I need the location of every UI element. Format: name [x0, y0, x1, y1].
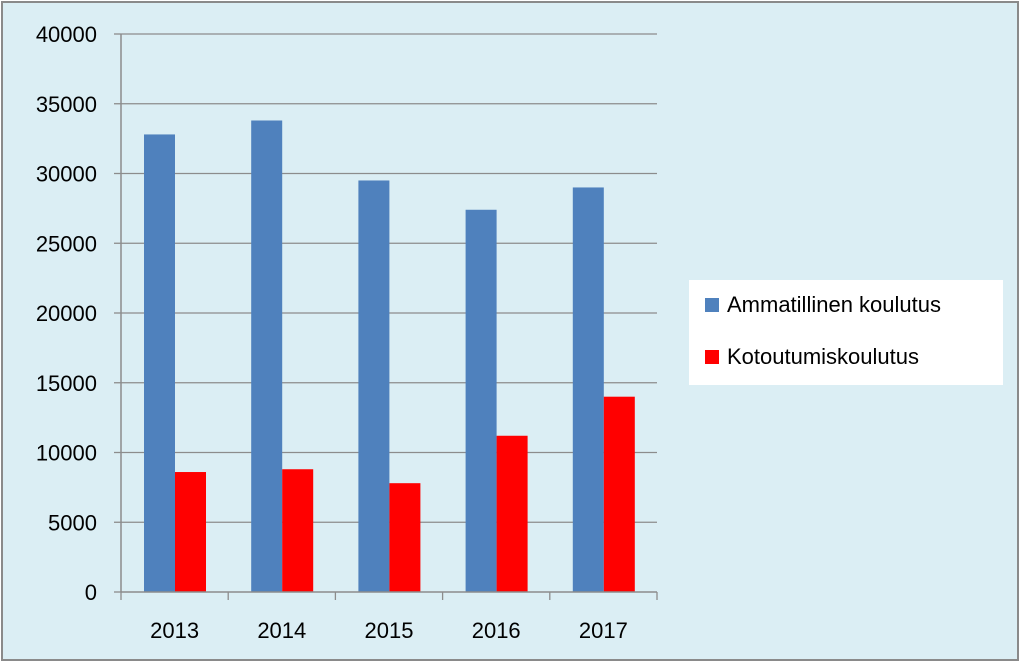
bars [144, 120, 635, 593]
legend-swatch-series-1 [705, 298, 719, 312]
y-tick-label-15000: 15000 [36, 371, 97, 396]
bar-series-1-2016 [465, 209, 497, 592]
y-tick-label-20000: 20000 [36, 301, 97, 326]
axes [114, 33, 658, 600]
y-tick-label-25000: 25000 [36, 231, 97, 256]
x-tick-label-2015: 2015 [365, 618, 414, 643]
bar-series-2-2015 [389, 483, 421, 592]
x-tick-label-2014: 2014 [257, 618, 306, 643]
y-tick-label-5000: 5000 [48, 510, 97, 535]
legend-label-series-1: Ammatillinen koulutus [727, 292, 941, 317]
bar-series-1-2015 [358, 180, 390, 592]
bar-series-2-2013 [175, 472, 206, 592]
bar-series-1-2017 [572, 187, 604, 592]
bar-series-2-2017 [603, 396, 635, 592]
legend-label-series-2: Kotoutumiskoulutus [727, 344, 919, 369]
legend: Ammatillinen koulutus Kotoutumiskoulutus [689, 280, 1003, 385]
bar-series-1-2013 [144, 134, 175, 592]
y-tick-label-40000: 40000 [36, 22, 97, 47]
bar-series-2-2014 [282, 469, 314, 592]
y-tick-label-30000: 30000 [36, 162, 97, 187]
y-tick-label-10000: 10000 [36, 441, 97, 466]
y-tick-label-35000: 35000 [36, 92, 97, 117]
legend-item-series-1: Ammatillinen koulutus [705, 290, 941, 320]
legend-item-series-2: Kotoutumiskoulutus [705, 342, 919, 372]
bar-series-1-2014 [251, 120, 283, 593]
y-tick-label-0: 0 [85, 580, 97, 605]
tick-labels: 0 5000 10000 15000 20000 25000 30000 35000 40000… [36, 22, 628, 643]
legend-swatch-series-2 [705, 350, 719, 364]
x-tick-label-2013: 2013 [150, 618, 199, 643]
bar-series-2-2016 [496, 435, 528, 592]
x-tick-label-2016: 2016 [472, 618, 521, 643]
x-tick-label-2017: 2017 [579, 618, 628, 643]
